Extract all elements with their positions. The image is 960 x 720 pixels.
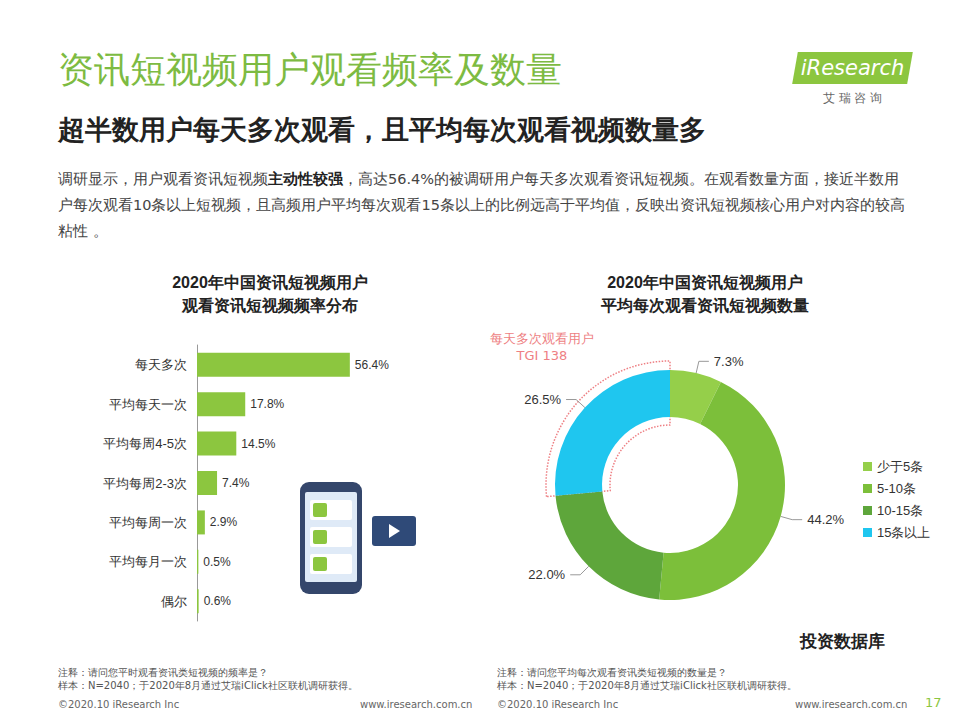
svg-text:15条以上: 15条以上 (877, 525, 930, 540)
svg-text:7.3%: 7.3% (714, 354, 744, 369)
svg-text:平均每周2-3次: 平均每周2-3次 (103, 476, 187, 491)
html-text:每天多次观看用户 TGI 138: 每天多次观看用户 TGI 138 (490, 331, 594, 363)
svg-text:26.5%: 26.5% (524, 392, 561, 407)
html-text:注释：请问您平时观看资讯类短视频的频率是？ 样本：N=204: 注释：请问您平时观看资讯类短视频的频率是？ 样本：N=2040；于2020年8月… (58, 667, 358, 691)
html-text:投资数据库: 投资数据库 (800, 631, 885, 651)
svg-text:22.0%: 22.0% (528, 567, 565, 582)
html-text:超半数用户每天多次观看，且平均每次观看视频数量多: 超半数用户每天多次观看，且平均每次观看视频数量多 (58, 114, 706, 145)
html-text:注释：请问您平均每次观看资讯类短视频的数量是？ 样本：N=2: 注释：请问您平均每次观看资讯类短视频的数量是？ 样本：N=2040；于2020年… (497, 667, 797, 691)
svg-text:平均每月一次: 平均每月一次 (109, 554, 187, 569)
svg-text:平均每周4-5次: 平均每周4-5次 (103, 436, 187, 451)
html-text:iResearch: iResearch (800, 56, 905, 80)
svg-text:每天多次: 每天多次 (135, 357, 187, 372)
svg-text:平均每天一次: 平均每天一次 (109, 397, 187, 412)
svg-text:0.6%: 0.6% (204, 594, 232, 608)
html-text:©2020.10 iResearch Inc: ©2020.10 iResearch Inc (497, 699, 619, 710)
svg-text:观看资讯短视频频率分布: 观看资讯短视频频率分布 (181, 296, 358, 314)
html-text:资讯短视频用户观看频率及数量: 资讯短视频用户观看频率及数量 (58, 49, 562, 90)
html-text:调研显示，用户观看资讯短视频主动性较强，高达56.4%的被调: 调研显示，用户观看资讯短视频主动性较强，高达56.4%的被调研用户每天多次观看资… (58, 171, 905, 239)
html-text:www.iresearch.com.cn: www.iresearch.com.cn (360, 699, 473, 710)
svg-text:10-15条: 10-15条 (877, 503, 923, 518)
svg-text:17.8%: 17.8% (250, 397, 284, 411)
svg-text:44.2%: 44.2% (807, 512, 844, 527)
svg-text:2.9%: 2.9% (210, 515, 238, 529)
svg-text:平均每周一次: 平均每周一次 (109, 515, 187, 530)
svg-text:少于5条: 少于5条 (877, 459, 923, 474)
html-text:www.iresearch.com.cn: www.iresearch.com.cn (795, 699, 908, 710)
svg-text:14.5%: 14.5% (241, 437, 275, 451)
svg-text:2020年中国资讯短视频用户: 2020年中国资讯短视频用户 (172, 274, 368, 291)
svg-text:56.4%: 56.4% (355, 358, 389, 372)
svg-text:5-10条: 5-10条 (877, 481, 916, 496)
html-text:©2020.10 iResearch Inc: ©2020.10 iResearch Inc (58, 699, 180, 710)
html-text:17: 17 (925, 695, 942, 710)
svg-text:7.4%: 7.4% (222, 476, 250, 490)
html-text:艾 瑞 咨 询: 艾 瑞 咨 询 (822, 91, 883, 105)
svg-text:0.5%: 0.5% (203, 555, 231, 569)
svg-text:偶尔: 偶尔 (161, 594, 187, 609)
svg-text:平均每次观看资讯短视频数量: 平均每次观看资讯短视频数量 (600, 297, 809, 314)
svg-text:2020年中国资讯短视频用户: 2020年中国资讯短视频用户 (607, 274, 803, 291)
